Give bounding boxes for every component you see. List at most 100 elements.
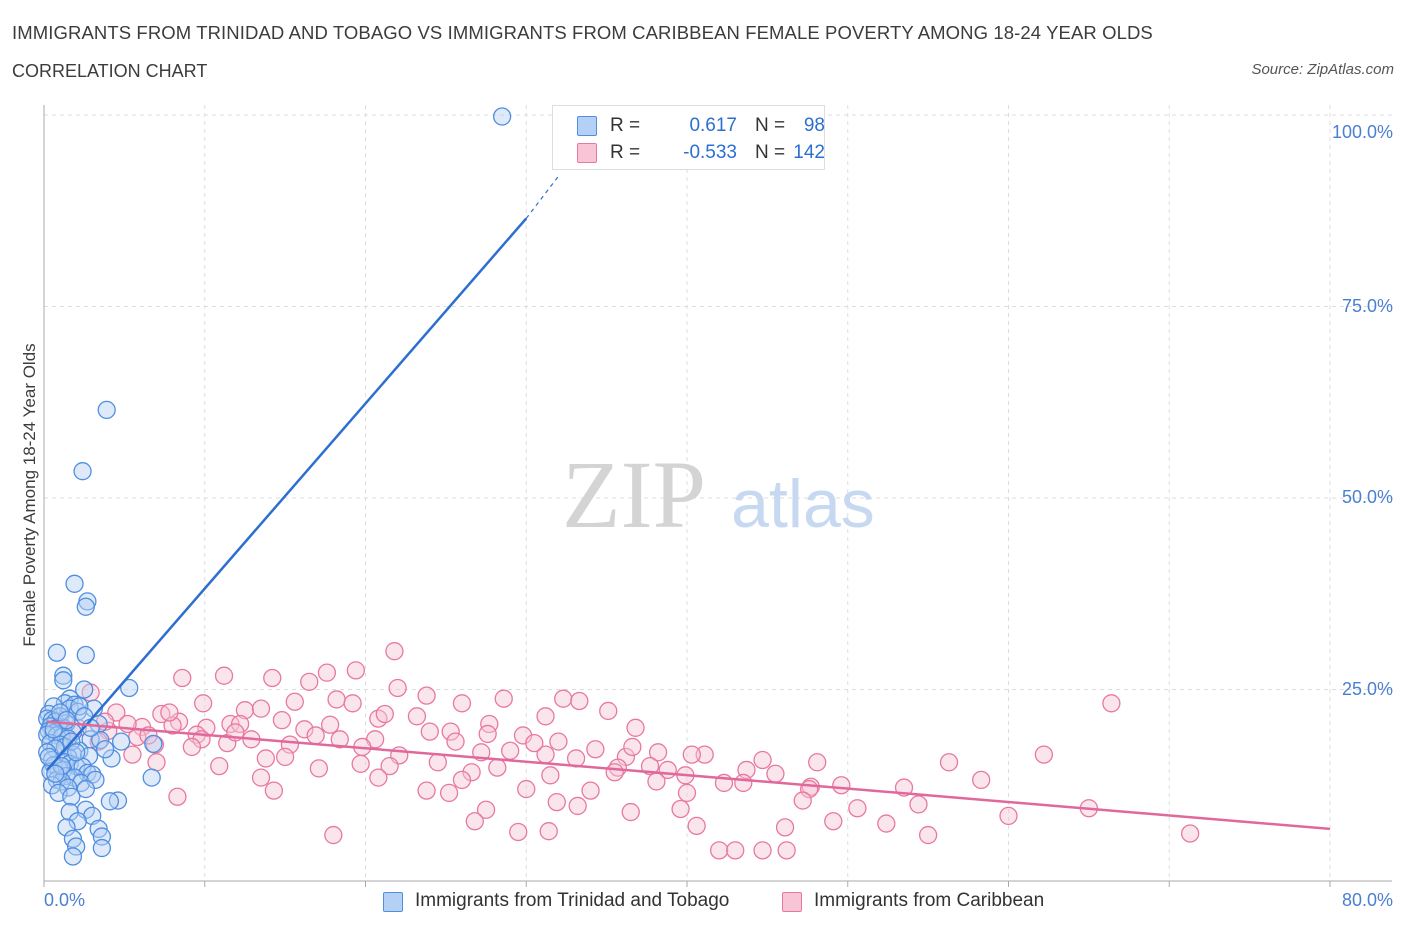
caribbean-point: [599, 701, 618, 721]
caribbean-point: [549, 732, 568, 751]
caribbean-point: [1034, 745, 1054, 764]
trinidad-point: [76, 645, 95, 665]
caribbean-point: [517, 779, 536, 799]
caribbean-point: [581, 781, 600, 800]
bottom-legend-swatch-trinidad: [383, 892, 403, 912]
trinidad-point: [70, 697, 89, 716]
trinidad-point: [102, 749, 121, 768]
caribbean-point: [256, 749, 275, 768]
legend-swatch-caribbean: [577, 143, 597, 163]
caribbean-point: [439, 783, 459, 803]
caribbean-point: [300, 672, 319, 691]
trinidad-point: [76, 779, 95, 799]
trinidad-trendline: [46, 217, 528, 771]
caribbean-point: [320, 715, 340, 734]
y-axis-title: Female Poverty Among 18-24 Year Olds: [20, 343, 39, 647]
trinidad-point: [57, 818, 76, 837]
caribbean-point: [710, 841, 729, 860]
trinidad-point: [100, 792, 120, 811]
caribbean-point: [465, 812, 484, 831]
watermark-atlas: atlas: [731, 466, 875, 542]
caribbean-point: [317, 663, 337, 682]
caribbean-point: [972, 770, 991, 790]
caribbean-point: [346, 661, 366, 680]
caribbean-point: [264, 781, 284, 800]
caribbean-point: [677, 783, 697, 803]
legend-n-value-trinidad: 98: [803, 115, 825, 136]
caribbean-point: [160, 703, 179, 722]
caribbean-point: [547, 792, 566, 812]
caribbean-point: [536, 707, 555, 726]
caribbean-point: [388, 678, 407, 698]
caribbean-point: [210, 756, 229, 776]
caribbean-point: [369, 768, 388, 787]
legend-n-value-caribbean: 142: [793, 142, 825, 163]
trinidad-point: [63, 847, 83, 866]
trinidad-point: [54, 671, 73, 690]
caribbean-point: [327, 690, 346, 709]
caribbean-point: [272, 710, 292, 730]
x-tick-label: 0.0%: [44, 890, 86, 910]
legend-r-value-caribbean: -0.533: [683, 142, 737, 163]
caribbean-point: [1180, 824, 1200, 843]
axis-layer: [43, 105, 1392, 887]
caribbean-point: [147, 753, 166, 772]
caribbean-point: [452, 770, 472, 790]
trinidad-point: [92, 838, 112, 858]
legend: R = 0.617 N = 98 R = -0.533 N = 142: [552, 105, 825, 170]
caribbean-point: [446, 732, 465, 751]
trinidad-trendline-extension: [525, 175, 559, 219]
caribbean-point: [221, 714, 240, 734]
caribbean-point: [793, 791, 812, 810]
caribbean-point: [417, 686, 436, 705]
trinidad-points: [38, 107, 512, 866]
trinidad-point: [95, 740, 115, 759]
caribbean-point: [452, 694, 472, 713]
caribbean-point: [671, 799, 690, 819]
trinidad-point: [91, 730, 110, 750]
caribbean-point: [753, 841, 772, 860]
caribbean-point: [939, 753, 959, 772]
bottom-legend-swatch-caribbean: [782, 892, 802, 912]
legend-n-label: N =: [755, 142, 786, 163]
caribbean-point: [494, 689, 513, 708]
caribbean-point: [330, 730, 349, 749]
chart-title: IMMIGRANTS FROM TRINIDAD AND TOBAGO VS I…: [12, 22, 1153, 43]
trinidad-point: [492, 107, 512, 126]
caribbean-point: [554, 689, 573, 708]
caribbean-point: [726, 841, 745, 860]
caribbean-point: [251, 699, 271, 718]
caribbean-point: [539, 822, 558, 841]
trinidad-point: [144, 734, 163, 754]
caribbean-point: [586, 740, 605, 759]
legend-r-label: R =: [610, 142, 641, 163]
caribbean-point: [441, 722, 460, 741]
trinidad-point: [47, 643, 67, 662]
caribbean-point: [193, 694, 213, 713]
trinidad-point: [54, 666, 73, 685]
y-tick-label: 100.0%: [1331, 122, 1393, 142]
trinidad-point: [120, 678, 139, 698]
caribbean-point: [918, 825, 938, 845]
caribbean-point: [848, 799, 867, 818]
caribbean-point: [478, 724, 497, 744]
caribbean-point: [832, 776, 851, 795]
caribbean-point: [824, 812, 843, 831]
caribbean-point: [295, 720, 314, 739]
caribbean-point: [306, 726, 325, 745]
caribbean-point: [999, 806, 1018, 826]
trinidad-point: [76, 597, 95, 616]
trinidad-point: [65, 574, 84, 593]
trinidad-point: [75, 680, 94, 699]
caribbean-trendline: [47, 720, 1331, 831]
legend-r-value-trinidad: 0.617: [689, 115, 737, 136]
trendlines: [46, 175, 1331, 831]
caribbean-point: [626, 718, 645, 737]
legend-r-label: R =: [610, 115, 641, 136]
caribbean-point: [476, 800, 496, 819]
caribbean-point: [385, 642, 404, 661]
caribbean-point: [324, 825, 343, 845]
caribbean-point: [417, 781, 436, 800]
caribbean-point: [285, 692, 304, 711]
